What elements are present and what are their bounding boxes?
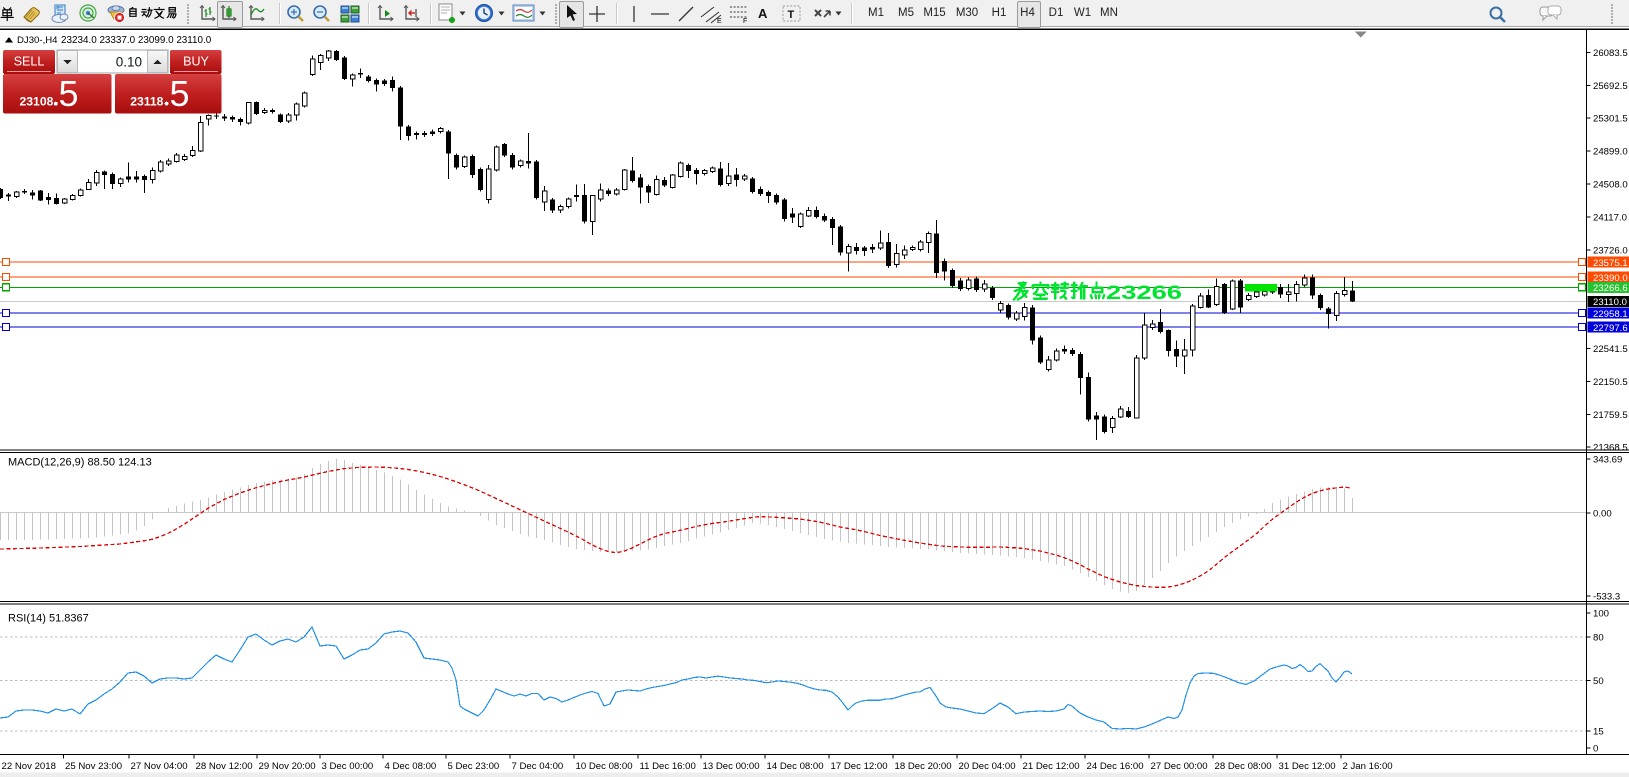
svg-text:7 Dec 04:00: 7 Dec 04:00 [512,761,564,772]
svg-text:24 Dec 16:00: 24 Dec 16:00 [1087,761,1144,772]
svg-text:5 Dec 23:00: 5 Dec 23:00 [448,761,500,772]
svg-text:10 Dec 08:00: 10 Dec 08:00 [576,761,633,772]
svg-text:24117.0: 24117.0 [1593,212,1627,223]
svg-text:F: F [743,18,747,24]
svg-text:25301.5: 25301.5 [1593,114,1628,125]
svg-text:25692.5: 25692.5 [1593,81,1628,92]
svg-text:26083.5: 26083.5 [1593,48,1628,59]
svg-text:0: 0 [1593,744,1598,755]
svg-text:21759.5: 21759.5 [1593,410,1628,421]
svg-text:-533.3: -533.3 [1593,592,1620,603]
svg-text:18 Dec 20:00: 18 Dec 20:00 [895,761,952,772]
svg-text:SELL: SELL [14,55,45,69]
svg-text:RSI(14) 51.8367: RSI(14) 51.8367 [8,613,89,625]
svg-text:11 Dec 16:00: 11 Dec 16:00 [640,761,696,772]
svg-text:21 Dec 12:00: 21 Dec 12:00 [1023,761,1080,772]
svg-text:22958.1: 22958.1 [1593,309,1628,320]
svg-text:15: 15 [1593,727,1604,738]
svg-text:21368.5: 21368.5 [1593,443,1628,454]
svg-text:24508.0: 24508.0 [1593,180,1628,191]
svg-text:3 Dec 00:00: 3 Dec 00:00 [322,761,374,772]
svg-text:23575.1: 23575.1 [1593,258,1628,269]
svg-text:22150.5: 22150.5 [1593,377,1628,388]
svg-text:17 Dec 12:00: 17 Dec 12:00 [831,761,888,772]
svg-text:22 Nov 2018: 22 Nov 2018 [2,761,56,772]
svg-text:4 Dec 08:00: 4 Dec 08:00 [385,761,437,772]
svg-text:22797.6: 22797.6 [1593,323,1628,334]
svg-text:T: T [788,9,795,21]
svg-text:23266: 23266 [1106,282,1182,304]
svg-text:MACD(12,26,9) 88.50 124.13: MACD(12,26,9) 88.50 124.13 [8,457,152,469]
svg-text:2 Jan 16:00: 2 Jan 16:00 [1343,761,1393,772]
svg-text:E: E [717,18,722,24]
svg-text:28 Nov 12:00: 28 Nov 12:00 [196,761,253,772]
svg-text:50: 50 [1593,676,1604,687]
svg-text:343.69: 343.69 [1593,455,1622,466]
svg-text:29 Nov 20:00: 29 Nov 20:00 [259,761,316,772]
svg-text:23390.0: 23390.0 [1593,273,1628,284]
svg-text:0.00: 0.00 [1593,509,1612,520]
svg-text:5: 5 [170,73,190,114]
svg-text:23110.0: 23110.0 [1593,297,1627,308]
svg-text:24899.0: 24899.0 [1593,147,1628,158]
svg-text:22541.5: 22541.5 [1593,344,1628,355]
svg-text:23726.0: 23726.0 [1593,245,1628,256]
svg-text:100: 100 [1593,609,1609,620]
svg-text:23234.0 23337.0 23099.0 23110.: 23234.0 23337.0 23099.0 23110.0 [61,35,212,46]
svg-text:25 Nov 23:00: 25 Nov 23:00 [65,761,122,772]
svg-text:80: 80 [1593,633,1604,644]
svg-text:23108: 23108 [20,95,54,109]
svg-text:27 Dec 00:00: 27 Dec 00:00 [1151,761,1208,772]
svg-text:0.10: 0.10 [116,55,142,70]
svg-text:DJ30-,H4: DJ30-,H4 [17,35,58,46]
svg-text:20 Dec 04:00: 20 Dec 04:00 [959,761,1016,772]
svg-text:BUY: BUY [183,55,209,69]
svg-text:14 Dec 08:00: 14 Dec 08:00 [767,761,824,772]
svg-text:23118: 23118 [130,95,163,109]
svg-text:23266.6: 23266.6 [1593,283,1628,294]
svg-text:5: 5 [59,73,79,114]
svg-text:31 Dec 12:00: 31 Dec 12:00 [1279,761,1336,772]
svg-text:27 Nov 04:00: 27 Nov 04:00 [131,761,188,772]
svg-text:28 Dec 08:00: 28 Dec 08:00 [1215,761,1272,772]
svg-text:13 Dec 00:00: 13 Dec 00:00 [703,761,760,772]
